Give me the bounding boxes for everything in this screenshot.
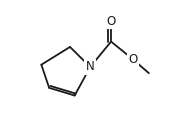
Text: O: O — [106, 15, 116, 28]
Text: O: O — [128, 53, 137, 66]
Text: N: N — [86, 61, 95, 73]
